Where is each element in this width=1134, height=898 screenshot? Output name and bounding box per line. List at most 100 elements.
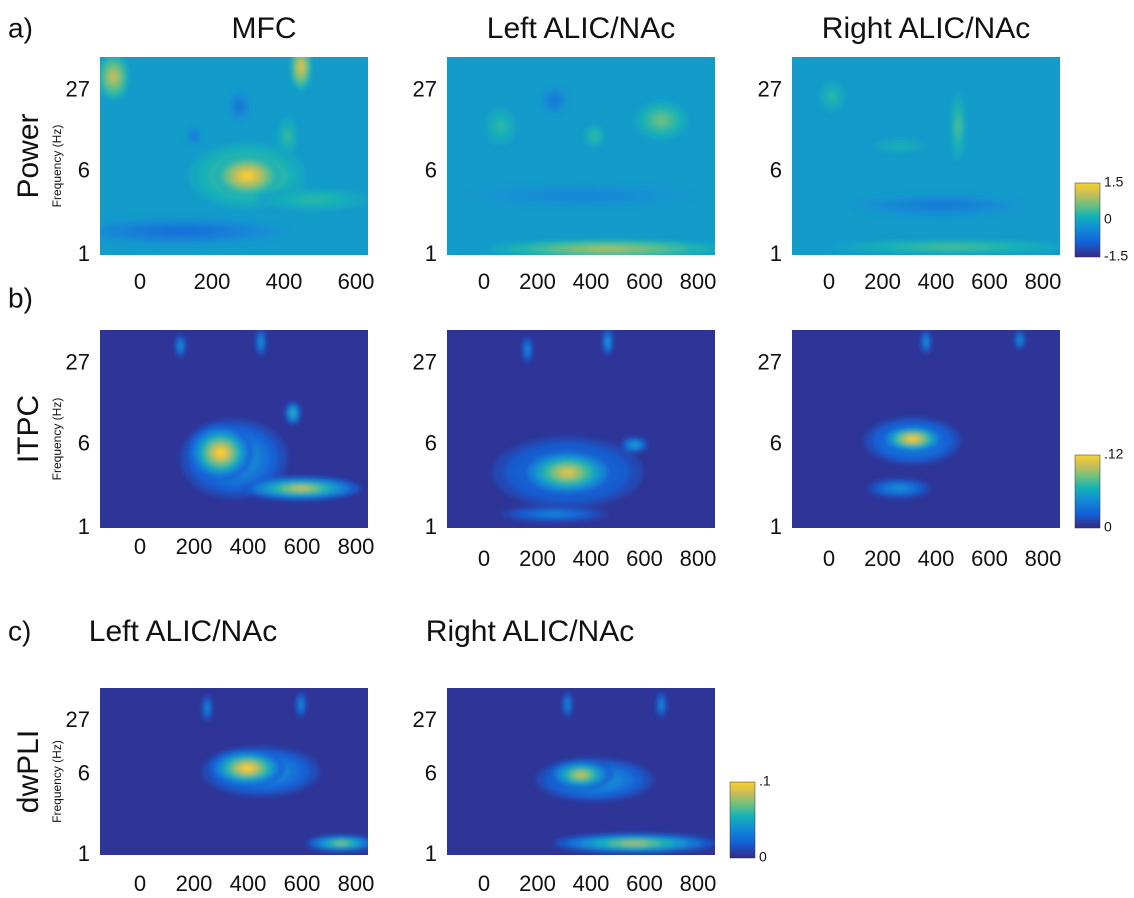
x-tick-label: 200 — [176, 534, 213, 559]
heatmap-blobs — [535, 691, 715, 854]
colorbar-label: 0 — [1104, 519, 1112, 535]
heatmap-region — [925, 339, 927, 344]
x-tick-label: 800 — [680, 871, 717, 896]
x-tick-label: 600 — [284, 534, 321, 559]
heatmap-region — [632, 443, 637, 447]
heatmap-region — [497, 123, 504, 130]
x-tick-label: 600 — [626, 546, 663, 571]
heatmap-region — [656, 117, 666, 124]
x-tick-label: 200 — [176, 871, 213, 896]
y-tick-label: 6 — [425, 158, 437, 183]
y-tick-label: 1 — [425, 241, 437, 266]
heatmap-region — [206, 705, 209, 711]
panel-title: Right ALIC/NAc — [822, 12, 1030, 45]
heatmap-region — [291, 486, 311, 491]
x-tick-label: 800 — [1025, 269, 1062, 294]
y-tick-label: 1 — [770, 514, 782, 539]
y-tick-label: 1 — [78, 514, 90, 539]
panel-title: Left ALIC/NAc — [487, 12, 675, 45]
heatmap-region — [526, 347, 529, 353]
heatmap-region — [285, 132, 290, 140]
heatmap-region — [660, 702, 663, 707]
y-tick-label: 1 — [425, 514, 437, 539]
y-tick-label: 6 — [425, 431, 437, 456]
row-label: dwPLI — [12, 730, 45, 813]
colorbar-label: -1.5 — [1104, 248, 1128, 264]
heatmap-region — [300, 702, 302, 707]
x-tick-label: 600 — [338, 269, 375, 294]
y-tick-label: 6 — [425, 761, 437, 786]
x-tick-label: 200 — [864, 546, 901, 571]
heatmap — [100, 688, 368, 855]
x-tick-label: 600 — [971, 546, 1008, 571]
colorbar — [1074, 182, 1101, 258]
heatmap-region — [110, 72, 117, 81]
heatmap-region — [592, 134, 597, 139]
x-tick-label: 0 — [134, 871, 146, 896]
panel-label: b) — [8, 282, 33, 313]
y-tick-label: 27 — [66, 349, 90, 374]
x-tick-label: 400 — [918, 546, 955, 571]
panel-title: MFC — [232, 12, 297, 45]
heatmap — [100, 330, 368, 528]
y-tick-label: 27 — [758, 349, 782, 374]
y-tick-label: 1 — [78, 241, 90, 266]
heatmap-blobs — [818, 80, 1060, 255]
colorbar-label: 1.5 — [1104, 174, 1124, 190]
panel-title: Left ALIC/NAc — [89, 615, 277, 648]
x-tick-label: 0 — [478, 546, 490, 571]
heatmap-region — [621, 841, 648, 845]
x-tick-label: 400 — [573, 546, 610, 571]
y-tick-label: 27 — [413, 76, 437, 101]
y-tick-label: 27 — [66, 76, 90, 101]
heatmap-region — [304, 197, 325, 202]
x-tick-label: 400 — [230, 534, 267, 559]
heatmap-blobs — [100, 57, 368, 246]
heatmap-blobs — [492, 330, 648, 523]
x-tick-label: 400 — [230, 871, 267, 896]
heatmap-bg — [447, 57, 715, 255]
y-axis-label: Frequency (Hz) — [50, 740, 64, 823]
row-label: ITPC — [12, 395, 45, 463]
heatmap-region — [551, 98, 557, 103]
y-tick-label: 27 — [413, 349, 437, 374]
x-tick-label: 800 — [338, 871, 375, 896]
panel-label: c) — [8, 615, 31, 646]
heatmap-region — [237, 103, 242, 110]
x-tick-label: 0 — [134, 269, 146, 294]
heatmap-region — [192, 134, 196, 138]
x-tick-label: 0 — [823, 546, 835, 571]
heatmap-region — [562, 193, 600, 198]
heatmap-region — [894, 144, 904, 148]
colorbar — [729, 781, 756, 859]
x-tick-label: 0 — [823, 269, 835, 294]
x-tick-label: 400 — [573, 871, 610, 896]
x-tick-label: 200 — [194, 269, 231, 294]
x-tick-label: 0 — [134, 534, 146, 559]
heatmap-region — [335, 841, 348, 845]
heatmap-region — [907, 436, 918, 442]
y-tick-label: 6 — [770, 158, 782, 183]
heatmap-region — [587, 247, 628, 251]
heatmap-region — [241, 765, 254, 772]
heatmap-region — [162, 228, 199, 234]
heatmap-region — [566, 702, 569, 707]
y-tick-label: 6 — [78, 158, 90, 183]
x-tick-label: 800 — [338, 534, 375, 559]
heatmap — [100, 57, 368, 255]
heatmap-region — [925, 203, 954, 208]
x-tick-label: 600 — [284, 871, 321, 896]
x-tick-label: 800 — [1025, 546, 1062, 571]
x-tick-label: 200 — [864, 269, 901, 294]
x-tick-label: 800 — [680, 546, 717, 571]
heatmap-blobs — [864, 330, 1026, 499]
heatmap — [447, 688, 715, 855]
y-tick-label: 1 — [425, 841, 437, 866]
heatmap-region — [606, 339, 609, 345]
y-tick-label: 6 — [78, 761, 90, 786]
y-tick-label: 27 — [758, 76, 782, 101]
heatmap-region — [575, 772, 587, 778]
heatmap-region — [932, 245, 973, 249]
x-tick-label: 600 — [626, 871, 663, 896]
